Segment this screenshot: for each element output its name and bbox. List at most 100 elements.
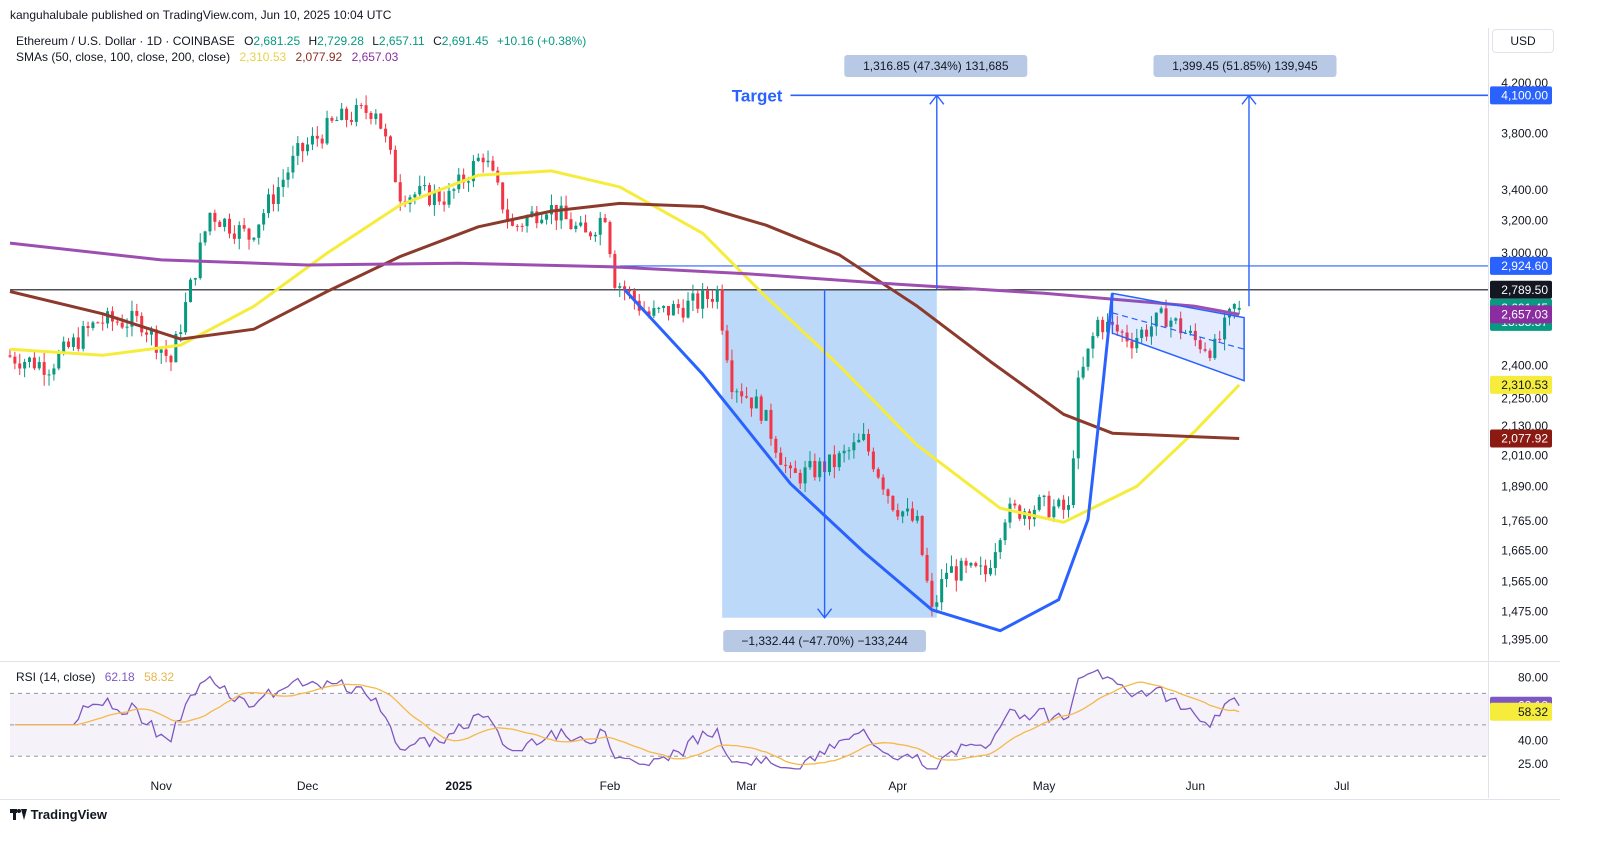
candle-body — [120, 322, 124, 328]
candle — [384, 123, 388, 143]
candle — [106, 307, 110, 329]
candle-body — [188, 279, 192, 303]
candle-body — [1145, 329, 1149, 337]
candle-body — [935, 602, 939, 607]
candle-body — [1066, 505, 1071, 510]
candle-body — [525, 216, 529, 227]
sma100-price-tag-text: 2,077.92 — [1501, 431, 1548, 445]
candle — [808, 451, 812, 470]
candle — [720, 284, 724, 335]
candle — [852, 433, 856, 459]
candle-body — [510, 219, 514, 226]
candle — [559, 196, 563, 229]
candle — [954, 559, 958, 592]
candle — [471, 155, 475, 188]
candle-body — [1223, 317, 1227, 340]
sma100-price-tag-bg — [1490, 429, 1552, 448]
candle-body — [1203, 349, 1207, 351]
candle-body — [247, 228, 251, 240]
candle-body — [452, 189, 456, 191]
candle — [1174, 317, 1178, 325]
candle — [1096, 316, 1100, 338]
candle-body — [320, 138, 324, 144]
candle-body — [1154, 312, 1158, 327]
candle-body — [1232, 303, 1236, 309]
candle-body — [242, 225, 246, 229]
candle — [1125, 324, 1129, 348]
measure-down-label-text: −1,332.44 (−47.70%) −133,244 — [741, 634, 908, 648]
candle-body — [1091, 336, 1095, 349]
candle-body — [564, 205, 568, 220]
candle — [359, 103, 363, 110]
candle-body — [1164, 308, 1168, 327]
level-a-price-tag: 2,924.60 — [1490, 256, 1552, 275]
candle-body — [891, 495, 895, 511]
candle — [476, 153, 480, 162]
candle — [535, 205, 539, 229]
candle — [896, 503, 900, 521]
candle — [945, 563, 949, 588]
candle — [252, 237, 256, 242]
rsi-ma-tag-bg — [1490, 702, 1552, 721]
candle-body — [1057, 499, 1061, 507]
candle-body — [18, 363, 22, 369]
candle — [418, 175, 422, 199]
candle-body — [267, 194, 271, 214]
candle-body — [462, 174, 466, 183]
candle — [827, 454, 831, 476]
candle — [813, 453, 817, 481]
candle — [901, 510, 905, 524]
candle-body — [691, 293, 695, 301]
y-tick-label: 1,475.00 — [1501, 605, 1548, 619]
candle — [710, 290, 714, 309]
candle — [667, 305, 671, 321]
candle — [1071, 450, 1075, 509]
sma200-price-tag-text: 2,657.03 — [1501, 307, 1548, 321]
candle-body — [208, 212, 212, 232]
candle — [159, 348, 163, 364]
currency-button[interactable]: USD — [1492, 29, 1554, 53]
sma-legend-label[interactable]: SMAs (50, close, 100, close, 200, close) — [16, 50, 231, 64]
candle — [315, 126, 319, 147]
candle — [135, 303, 139, 323]
candle — [745, 387, 749, 399]
candle-body — [296, 143, 300, 156]
candle — [788, 462, 792, 479]
candle-body — [964, 560, 968, 566]
candle — [320, 134, 324, 149]
candle-body — [227, 218, 232, 234]
candle — [749, 397, 753, 417]
candle — [1101, 316, 1105, 340]
candle-body — [662, 305, 666, 308]
candle-body — [1125, 332, 1129, 342]
rsi-legend-label[interactable]: RSI (14, close) — [16, 670, 96, 684]
target-price-tag-bg — [1490, 86, 1552, 105]
candle-body — [1115, 324, 1119, 332]
candle-body — [398, 182, 402, 202]
candle — [52, 363, 56, 381]
symbol-title[interactable]: Ethereum / U.S. Dollar · 1D · COINBASE — [16, 34, 235, 48]
candle — [281, 169, 285, 198]
tradingview-logo[interactable]: TradingView — [10, 807, 107, 822]
candle-body — [501, 182, 505, 210]
candle-body — [579, 222, 583, 226]
candle-body — [1076, 377, 1080, 459]
candle — [364, 95, 368, 120]
candle-body — [154, 329, 158, 353]
cup-curve — [623, 288, 1114, 633]
candle-body — [745, 396, 749, 398]
candle-body — [291, 155, 295, 173]
candle-body — [135, 310, 139, 316]
candle-body — [115, 321, 119, 323]
candle-body — [959, 560, 963, 581]
candle-body — [598, 217, 602, 235]
candle-body — [471, 160, 475, 182]
candle-body — [486, 160, 490, 163]
candle-body — [159, 349, 163, 353]
candle — [232, 225, 236, 244]
candle-body — [876, 469, 880, 478]
candle-body — [37, 362, 41, 369]
candle — [27, 356, 32, 368]
measure-down-arrow — [817, 608, 833, 619]
